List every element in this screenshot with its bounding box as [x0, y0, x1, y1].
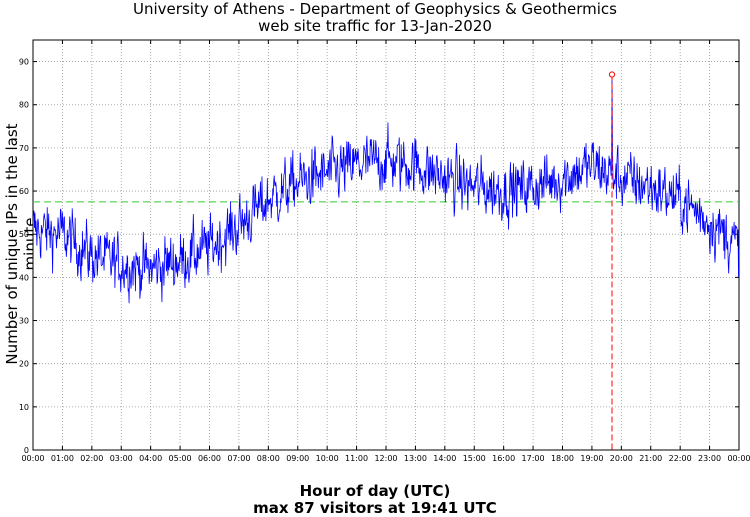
series-line-visitors	[32, 74, 740, 304]
x-tick-label: 07:00	[227, 454, 250, 463]
x-tick-label: 01:00	[51, 454, 74, 463]
x-tick-label: 05:00	[169, 454, 192, 463]
x-tick-label: 15:00	[463, 454, 486, 463]
x-tick-label: 20:00	[610, 454, 633, 463]
y-tick-label: 50	[19, 230, 29, 239]
x-tick-label: 09:00	[286, 454, 309, 463]
x-tick-label: 02:00	[80, 454, 103, 463]
x-tick-label: 06:00	[198, 454, 221, 463]
max-marker-point	[608, 71, 616, 78]
x-axis-label: Hour of day (UTC)	[299, 482, 451, 500]
y-tick-label: 40	[19, 273, 29, 282]
x-tick-label: 16:00	[492, 454, 515, 463]
x-tick-label: 14:00	[433, 454, 456, 463]
y-tick-label: 20	[19, 360, 29, 369]
y-tick-label: 0	[24, 446, 29, 455]
x-tick-label: 12:00	[374, 454, 397, 463]
max-visitors-note: max 87 visitors at 19:41 UTC	[253, 499, 497, 517]
x-tick-label: 10:00	[316, 454, 339, 463]
x-tick-label: 08:00	[257, 454, 280, 463]
chart-title: University of Athens - Department of Geo…	[133, 0, 617, 18]
x-tick-label: 11:00	[345, 454, 368, 463]
x-tick-label: 18:00	[551, 454, 574, 463]
y-tick-label: 70	[19, 144, 29, 153]
x-tick-label: 21:00	[639, 454, 662, 463]
y-tick-label: 80	[19, 101, 29, 110]
x-tick-label: 17:00	[522, 454, 545, 463]
chart-subtitle: web site traffic for 13-Jan-2020	[258, 17, 492, 35]
x-tick-label: 00:00	[727, 454, 750, 463]
x-tick-label: 19:00	[580, 454, 603, 463]
x-tick-label: 00:00	[21, 454, 44, 463]
x-tick-label: 22:00	[669, 454, 692, 463]
x-tick-label: 04:00	[139, 454, 162, 463]
y-tick-label: 90	[19, 58, 29, 67]
y-tick-label: 60	[19, 187, 29, 196]
x-tick-label: 03:00	[110, 454, 133, 463]
x-tick-label: 23:00	[698, 454, 721, 463]
y-tick-label: 30	[19, 317, 29, 326]
x-tick-label: 13:00	[404, 454, 427, 463]
y-tick-label: 10	[19, 403, 29, 412]
